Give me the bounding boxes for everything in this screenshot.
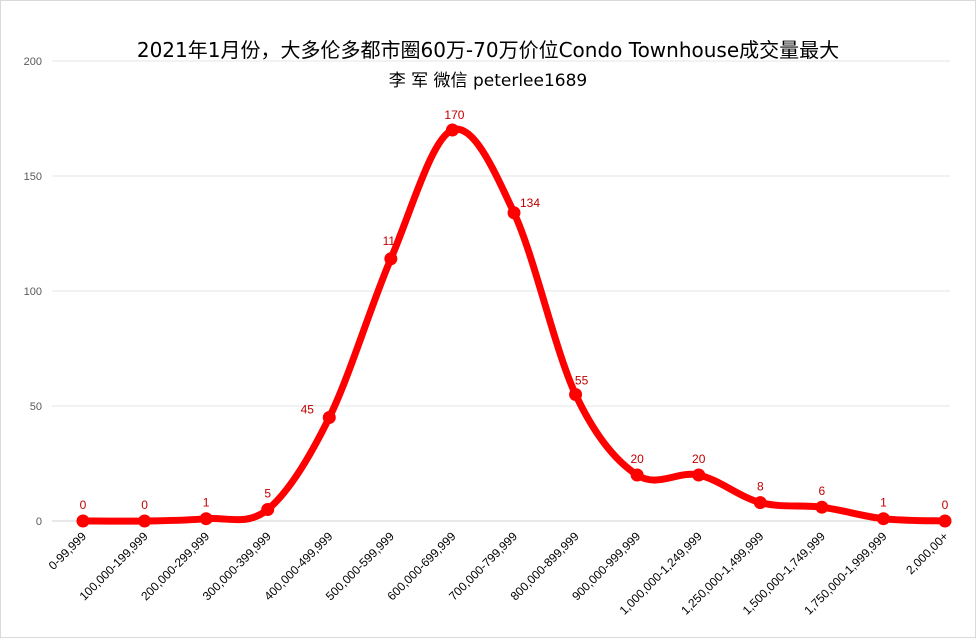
chart-title: 2021年1月份，大多伦多都市圈60万-70万价位Condo Townhouse… (136, 38, 840, 62)
y-tick-label: 200 (24, 56, 42, 68)
data-label: 20 (630, 452, 644, 466)
data-label: 55 (575, 374, 589, 388)
data-label: 1 (203, 496, 210, 510)
data-label: 0 (141, 498, 148, 512)
series-line (79, 125, 949, 525)
data-label: 45 (301, 403, 315, 417)
x-tick-label: 2,000,00+ (903, 529, 951, 577)
data-label: 0 (80, 498, 87, 512)
data-point (384, 252, 398, 266)
data-point (261, 503, 275, 516)
x-tick-label: 0-99,999 (46, 529, 90, 573)
data-point (507, 206, 521, 220)
y-tick-label: 0 (36, 516, 42, 528)
data-label: 170 (444, 108, 464, 122)
data-point (815, 500, 829, 514)
data-label: 1 (880, 496, 887, 510)
data-label: 8 (757, 480, 764, 494)
data-point (938, 514, 952, 528)
data-point (138, 514, 152, 528)
chart-subtitle: 李 军 微信 peterlee1689 (388, 71, 588, 91)
data-point (753, 496, 767, 510)
data-point (876, 512, 890, 526)
data-point (630, 468, 644, 482)
data-label: 6 (819, 484, 826, 498)
data-label: 134 (520, 196, 540, 210)
data-point (76, 514, 90, 528)
data-point (445, 123, 459, 137)
y-tick-label: 100 (24, 286, 42, 298)
data-point (692, 468, 706, 482)
data-label: 0 (942, 498, 949, 512)
data-label: 20 (692, 452, 706, 466)
data-point (322, 411, 336, 424)
y-tick-label: 150 (24, 171, 42, 183)
data-label: 5 (264, 487, 271, 501)
data-label: 11 (383, 234, 396, 248)
data-point (569, 388, 583, 401)
y-tick-label: 50 (30, 401, 42, 413)
data-point (199, 512, 213, 526)
